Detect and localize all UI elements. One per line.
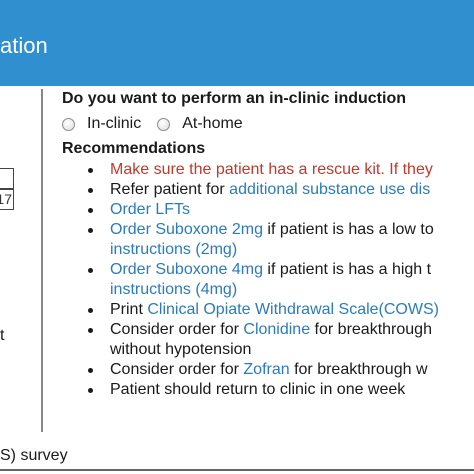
recommendation-item: Print Clinical Opiate Withdrawal Scale(C… (88, 300, 474, 320)
radio-at-home-label[interactable]: At-home (182, 115, 243, 132)
radio-at-home[interactable] (157, 117, 171, 131)
recommendation-item: instructions (2mg) (110, 240, 474, 260)
left-panel-fragment: t (0, 327, 5, 344)
recommendation-text: Refer patient for (110, 181, 230, 198)
recommendation-text: Print (110, 301, 148, 318)
recommendation-item: Patient should return to clinic in one w… (88, 380, 474, 400)
radio-in-clinic[interactable] (62, 117, 75, 131)
input-cell-value[interactable]: 17 (0, 189, 14, 210)
recommendation-text: without hypotension (110, 341, 252, 358)
induction-question: Do you want to perform an in-clinic indu… (62, 90, 406, 107)
recommendation-link[interactable]: additional substance use dis (229, 181, 431, 198)
page-header: ation (0, 0, 474, 86)
bottom-divider (0, 469, 474, 471)
recommendation-link[interactable]: Clinical Opiate Withdrawal Scale(COWS) (147, 301, 439, 318)
recommendation-link[interactable]: Order LFTs (110, 201, 191, 218)
recommendation-item: instructions (4mg) (110, 280, 474, 300)
recommendation-link[interactable]: Clonidine (243, 321, 311, 338)
cell-value-text: 17 (0, 191, 12, 207)
induction-options: In-clinic At-home (62, 114, 259, 134)
recommendation-item: Consider order for Zofran for breakthrou… (88, 360, 474, 380)
recommendation-link[interactable]: instructions (2mg) (110, 241, 238, 258)
recommendation-text: Consider order for (110, 361, 244, 378)
recommendation-link[interactable]: Zofran (243, 361, 290, 378)
recommendation-item: Refer patient for additional substance u… (88, 180, 474, 200)
recommendation-text: Consider order for (110, 321, 244, 338)
recommendation-item: Consider order for Clonidine for breakth… (88, 320, 474, 340)
recommendations-title: Recommendations (62, 140, 206, 157)
recommendations-list: Make sure the patient has a rescue kit. … (88, 160, 474, 400)
recommendation-text: if patient is has a low to (262, 221, 434, 238)
recommendation-link[interactable]: Order Suboxone 4mg (110, 261, 263, 278)
page-title: ation (0, 33, 48, 58)
survey-link-fragment[interactable]: S) survey (0, 447, 68, 464)
recommendation-link[interactable]: Order Suboxone 2mg (110, 221, 263, 238)
recommendation-text: Patient should return to clinic in one w… (110, 381, 406, 398)
recommendation-text: for breakthrough w (289, 361, 428, 378)
recommendation-item: Order Suboxone 4mg if patient is has a h… (88, 260, 474, 280)
recommendation-text: Make sure the patient has a rescue kit. … (110, 161, 433, 178)
panel-divider (41, 89, 43, 432)
radio-in-clinic-label[interactable]: In-clinic (87, 115, 142, 132)
recommendation-item: without hypotension (110, 340, 474, 360)
recommendation-item: Make sure the patient has a rescue kit. … (88, 160, 474, 180)
recommendation-item: Order LFTs (88, 200, 474, 220)
recommendation-link[interactable]: instructions (4mg) (110, 281, 238, 298)
recommendation-text: for breakthrough (310, 321, 432, 338)
recommendation-text: if patient is has a high t (262, 261, 432, 278)
input-cell[interactable] (0, 168, 14, 189)
recommendation-item: Order Suboxone 2mg if patient is has a l… (88, 220, 474, 240)
